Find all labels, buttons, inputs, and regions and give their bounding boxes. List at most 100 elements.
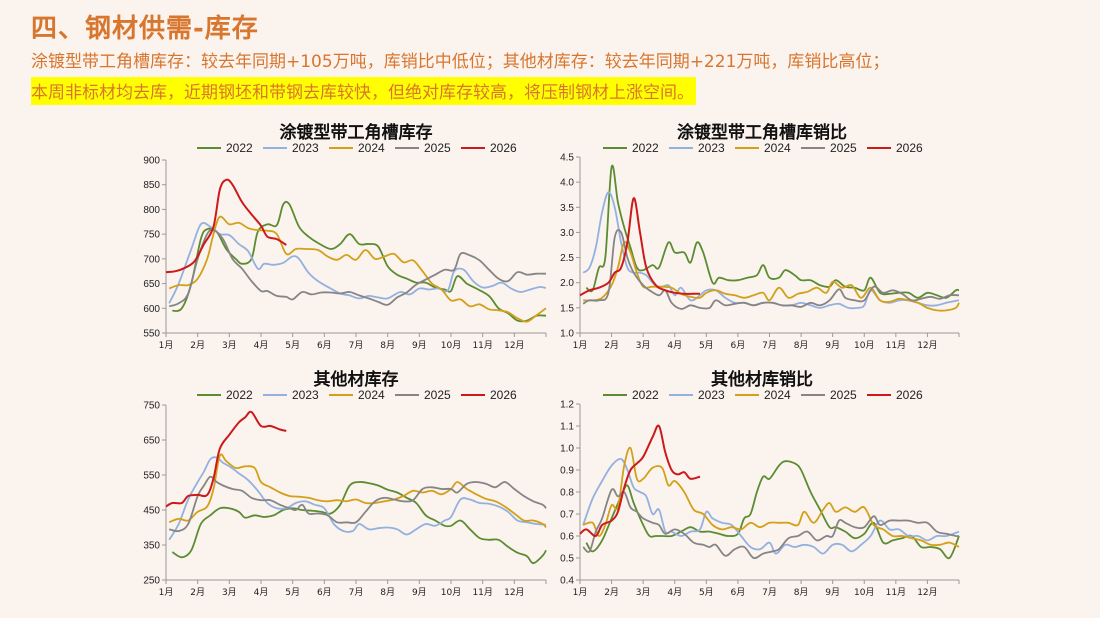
x-tick-label: 1月 (159, 587, 174, 598)
x-tick-label: 8月 (380, 587, 395, 598)
y-tick-label: 0.7 (560, 510, 574, 521)
series-line-2026 (579, 424, 701, 537)
y-tick-label: 2.0 (560, 278, 574, 289)
series-line-2022 (585, 460, 960, 560)
series-line-2023 (168, 221, 547, 304)
x-tick-label: 9月 (825, 340, 840, 351)
x-tick-label: 10月 (854, 340, 874, 351)
legend-label-2026: 2026 (490, 141, 517, 155)
y-tick-label: 2.5 (560, 253, 574, 264)
y-tick-label: 350 (143, 541, 160, 552)
x-tick-label: 5月 (699, 587, 714, 598)
summary-line: 涂镀型带工角槽库存：较去年同期+105万吨，库销比中低位；其他材库存：较去年同期… (31, 52, 890, 72)
x-tick-label: 12月 (504, 587, 524, 598)
y-tick-label: 450 (143, 506, 160, 517)
x-tick-label: 5月 (699, 340, 714, 351)
y-tick-label: 1.5 (560, 303, 574, 314)
y-tick-label: 550 (143, 471, 160, 482)
legend-label-2023: 2023 (698, 388, 725, 402)
y-tick-label: 650 (143, 279, 160, 290)
legend-label-2022: 2022 (226, 388, 253, 402)
legend-label-2024: 2024 (764, 388, 791, 402)
x-tick-label: 6月 (317, 340, 332, 351)
y-tick-label: 4.0 (560, 178, 574, 189)
legend-label-2025: 2025 (830, 388, 857, 402)
x-tick-label: 3月 (222, 340, 237, 351)
x-tick-label: 5月 (285, 587, 300, 598)
y-tick-label: 1.2 (560, 400, 574, 411)
series-line-2023 (168, 456, 547, 541)
series-line-2022 (171, 481, 547, 565)
legend-label-2024: 2024 (358, 141, 385, 155)
y-tick-label: 900 (143, 156, 160, 167)
chart-title: 其他材库销比 (711, 369, 813, 390)
chart-other-ratio: 其他材库销比 2022 2023 2024 2025 2026 0.4 0.5 0.6 0.7 0.… (560, 369, 960, 598)
x-tick-label: 3月 (636, 340, 651, 351)
series-line-2024 (583, 241, 960, 312)
x-tick-label: 1月 (159, 340, 174, 351)
series-line-2024 (168, 453, 547, 529)
y-tick-label: 800 (143, 205, 160, 216)
x-tick-label: 5月 (285, 340, 300, 351)
y-tick-label: 4.5 (560, 153, 574, 164)
x-tick-label: 11月 (886, 587, 906, 598)
x-tick-label: 7月 (349, 587, 364, 598)
x-tick-label: 4月 (667, 340, 682, 351)
legend-label-2025: 2025 (424, 141, 451, 155)
x-tick-label: 3月 (222, 587, 237, 598)
x-tick-label: 9月 (825, 587, 840, 598)
x-tick-label: 8月 (380, 340, 395, 351)
chart-galvanized-ratio: 涂镀型带工角槽库销比 2022 2023 2024 2025 2026 1.0 1.5 2.0 2… (560, 122, 960, 351)
x-tick-label: 10月 (854, 587, 874, 598)
legend-label-2023: 2023 (698, 141, 725, 155)
y-tick-label: 3.5 (560, 203, 574, 214)
series-line-2025 (582, 488, 960, 560)
y-tick-label: 550 (143, 329, 160, 340)
y-tick-label: 0.6 (560, 532, 574, 543)
x-tick-label: 6月 (731, 587, 746, 598)
x-tick-label: 12月 (504, 340, 524, 351)
y-tick-label: 700 (143, 254, 160, 265)
series-line-2026 (165, 178, 287, 274)
highlight-line: 本周非标材均去库，近期钢坯和带钢去库较快，但绝对库存较高，将压制钢材上涨空间。 (31, 77, 696, 105)
x-tick-label: 6月 (317, 587, 332, 598)
x-tick-label: 2月 (604, 587, 619, 598)
legend-label-2022: 2022 (632, 141, 659, 155)
legend-label-2023: 2023 (292, 141, 319, 155)
y-tick-label: 650 (143, 436, 160, 447)
series-line-2025 (168, 228, 547, 308)
series-line-2024 (582, 446, 960, 548)
x-tick-label: 9月 (412, 587, 427, 598)
series-line-2024 (168, 215, 547, 323)
y-tick-label: 0.9 (560, 466, 574, 477)
x-tick-label: 7月 (349, 340, 364, 351)
x-tick-label: 10月 (441, 587, 461, 598)
legend-label-2024: 2024 (358, 388, 385, 402)
chart-galvanized-inventory: 涂镀型带工角槽库存 2022 2023 2024 2025 2026 550 600 650 70… (143, 122, 547, 351)
y-tick-label: 1.1 (560, 422, 574, 433)
chart-title: 其他材库存 (314, 369, 399, 390)
x-tick-label: 9月 (412, 340, 427, 351)
x-tick-label: 2月 (604, 340, 619, 351)
series-line-2023 (582, 191, 960, 310)
legend-label-2023: 2023 (292, 388, 319, 402)
y-tick-label: 1.0 (560, 329, 574, 340)
series-line-2022 (585, 164, 960, 299)
x-tick-label: 12月 (917, 340, 937, 351)
legend-label-2025: 2025 (830, 141, 857, 155)
x-tick-label: 11月 (472, 587, 492, 598)
x-tick-label: 12月 (917, 587, 937, 598)
x-tick-label: 4月 (254, 587, 269, 598)
x-tick-label: 1月 (573, 340, 588, 351)
x-tick-label: 7月 (762, 340, 777, 351)
x-tick-label: 7月 (762, 587, 777, 598)
x-tick-label: 4月 (254, 340, 269, 351)
x-tick-label: 8月 (794, 587, 809, 598)
legend-label-2022: 2022 (226, 141, 253, 155)
series-line-2025 (582, 229, 960, 310)
y-tick-label: 250 (143, 576, 160, 587)
legend-label-2026: 2026 (896, 141, 923, 155)
legend-label-2026: 2026 (490, 388, 517, 402)
x-tick-label: 10月 (441, 340, 461, 351)
